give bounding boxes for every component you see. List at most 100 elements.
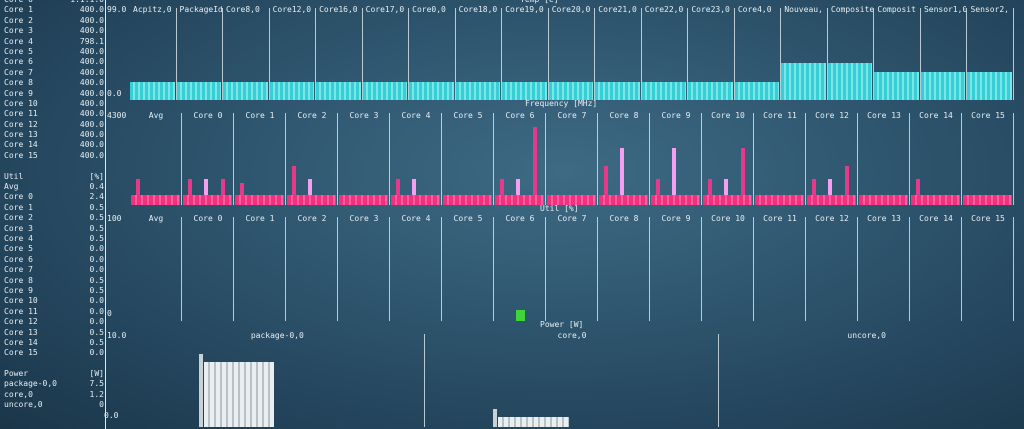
util-reading-row-label: Core 10 — [4, 296, 38, 306]
temp-sensor-label: Acpitz,0 — [133, 5, 172, 14]
util-core-label: Core 2 — [297, 214, 327, 223]
power-reading-row: core,0 1.2 — [4, 390, 104, 400]
temp-sensor-label: Core19,0 — [505, 5, 544, 14]
core-reading-row-value: 400.0 — [79, 67, 104, 77]
temp-sensor-label: Sensor2, — [970, 5, 1009, 14]
util-reading-row: Core 10 0.0 — [4, 296, 104, 306]
freq-column-divider — [337, 113, 338, 205]
core-reading-row-label: Core 11 — [4, 109, 38, 119]
freq-base-bar — [391, 195, 440, 205]
left-pane-divider — [105, 0, 106, 429]
temp-column-divider — [966, 8, 968, 100]
core-reading-row-label: Core 3 — [4, 26, 33, 36]
core-reading-row: Core 1 400.0 — [4, 5, 104, 15]
temp-sensor-label: Core0,0 — [412, 5, 446, 14]
core-reading-row-label: Core 8 — [4, 78, 33, 88]
temp-sensor-label: Core17,0 — [365, 5, 405, 14]
freq-peak-bar — [204, 178, 209, 195]
temp-bar — [176, 81, 222, 100]
util-title: Util [%] — [540, 204, 579, 213]
util-core-label: Avg — [148, 214, 164, 223]
freq-column-divider — [545, 113, 546, 205]
power-reading-row-value: 7.5 — [89, 379, 104, 389]
freq-column-divider — [649, 113, 650, 205]
freq-peak-bar — [740, 148, 745, 195]
freq-base-bar — [131, 195, 180, 205]
spacer-row — [4, 359, 104, 369]
util-reading-row-label: Avg — [4, 182, 19, 192]
freq-base-bar — [183, 195, 232, 205]
core-reading-row: Core 14 400.0 — [4, 140, 104, 150]
freq-column-divider — [493, 113, 494, 205]
temp-sensor-label: Core22,0 — [644, 5, 684, 14]
core-reading-row-value: 400.0 — [79, 26, 104, 36]
core-reading-row-label: Core 4 — [4, 36, 33, 46]
util-reading-row-label: Core 7 — [4, 265, 33, 275]
freq-core-label: Core 0 — [193, 111, 223, 120]
temp-column-divider — [501, 8, 503, 100]
freq-core-label: Core 13 — [867, 111, 901, 120]
temp-column-divider — [175, 8, 177, 100]
freq-peak-bar — [812, 178, 816, 195]
core-reading-row-value: 400.0 — [79, 150, 104, 160]
freq-column-divider — [961, 113, 962, 205]
freq-column-divider — [181, 113, 182, 205]
temp-column-divider — [826, 8, 828, 100]
temp-sensor-label: Core4,0 — [737, 5, 772, 14]
util-reading-row-value: 0.5 — [89, 233, 104, 243]
util-column-divider — [441, 217, 442, 321]
freq-column-divider — [233, 113, 234, 205]
util-reading-row: Core 11 0.0 — [4, 307, 104, 317]
freq-core-label: Core 9 — [661, 111, 691, 120]
temp-column-divider — [361, 8, 363, 100]
temp-column-divider — [315, 8, 317, 100]
util-core-label: Core 7 — [557, 214, 587, 223]
temp-column-divider — [222, 8, 224, 100]
temp-bar — [455, 81, 501, 100]
freq-core-label: Core 10 — [711, 111, 745, 120]
freq-core-label: Core 1 — [245, 111, 275, 120]
freq-peak-bar — [136, 178, 140, 195]
freq-core-label: Avg — [148, 111, 164, 120]
core-reading-row-value: 400.0 — [79, 46, 104, 56]
util-reading-row: Core 8 0.5 — [4, 276, 104, 286]
spacer-row — [4, 161, 104, 171]
core-reading-row-value: 400.0 — [79, 78, 104, 88]
freq-column-divider — [857, 113, 858, 205]
core-reading-row: Core 9 400.0 — [4, 89, 104, 99]
temp-bar — [688, 81, 733, 100]
temp-column-divider — [594, 8, 596, 100]
util-core-label: Core 1 — [245, 214, 275, 223]
freq-peak-bar — [396, 178, 400, 195]
util-reading-row: Core 15 0.0 — [4, 348, 104, 358]
util-column-divider — [181, 217, 182, 321]
freq-column-divider — [909, 113, 910, 205]
util-reading-row-value: 0.0 — [89, 254, 104, 264]
util-reading-row-value: 0.0 — [89, 348, 104, 358]
freq-base-bar — [963, 195, 1012, 205]
freq-column-divider — [285, 113, 286, 205]
power-axis-min: 0.0 — [104, 410, 119, 420]
util-column-divider — [753, 217, 754, 321]
freq-base-bar — [807, 195, 856, 205]
temp-bar — [130, 81, 175, 100]
temp-sensor-label: Core8,0 — [226, 5, 260, 14]
util-reading-row-label: Core 4 — [4, 233, 33, 243]
freq-base-bar — [599, 195, 648, 205]
util-ymin: 0 — [107, 309, 112, 318]
util-reading-row: Core 4 0.5 — [4, 234, 104, 244]
power-ymax: 10.0 — [107, 331, 127, 340]
freq-core-label: Core 12 — [815, 111, 849, 120]
freq-peak-bar — [500, 178, 504, 195]
util-reading-row: Core 7 0.0 — [4, 265, 104, 275]
freq-peak-bar — [220, 178, 225, 195]
util-column-divider — [285, 217, 286, 321]
freq-core-label: Core 3 — [349, 111, 379, 120]
temp-column-divider — [1013, 8, 1014, 100]
temp-column-divider — [454, 8, 456, 100]
freq-base-bar — [287, 195, 336, 205]
freq-column-divider — [805, 113, 806, 205]
util-column-divider — [701, 217, 702, 321]
freq-base-bar — [547, 195, 596, 205]
freq-peak-bar — [828, 178, 833, 195]
